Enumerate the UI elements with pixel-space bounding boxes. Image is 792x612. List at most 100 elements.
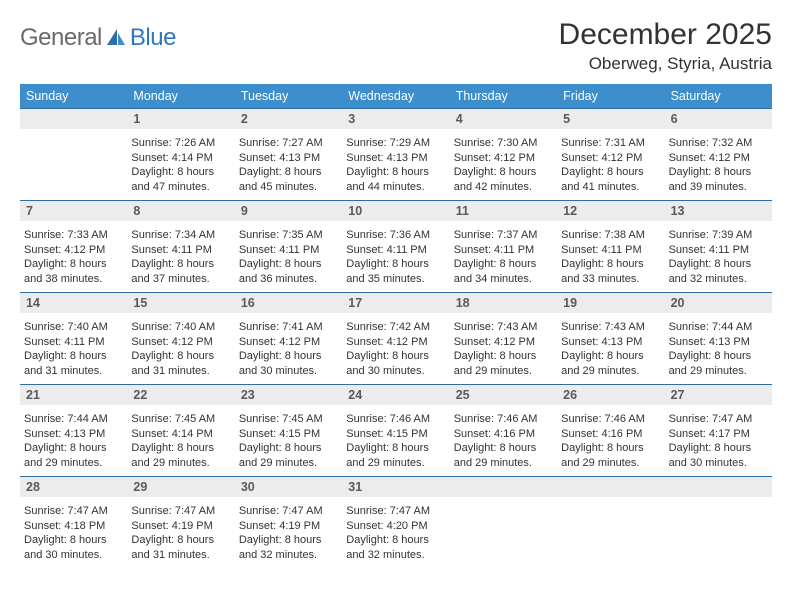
day-cell: Sunrise: 7:33 AMSunset: 4:12 PMDaylight:…: [20, 225, 127, 292]
sunset-text: Sunset: 4:19 PM: [239, 519, 338, 534]
sunset-text: Sunset: 4:20 PM: [346, 519, 445, 534]
sunrise-text: Sunrise: 7:45 AM: [239, 412, 338, 427]
day-of-week-header: Sunday Monday Tuesday Wednesday Thursday…: [20, 84, 772, 108]
daylight-text: Daylight: 8 hours and 37 minutes.: [131, 257, 230, 286]
sunrise-text: Sunrise: 7:40 AM: [131, 320, 230, 335]
week-daynum-row: 123456: [20, 108, 772, 133]
sunset-text: Sunset: 4:13 PM: [239, 151, 338, 166]
sunrise-text: Sunrise: 7:47 AM: [346, 504, 445, 519]
day-cell: Sunrise: 7:46 AMSunset: 4:16 PMDaylight:…: [557, 409, 664, 476]
day-number: 31: [342, 476, 449, 497]
day-number: 5: [557, 108, 664, 129]
daylight-text: Daylight: 8 hours and 41 minutes.: [561, 165, 660, 194]
sunset-text: Sunset: 4:11 PM: [454, 243, 553, 258]
day-number: 10: [342, 200, 449, 221]
sunrise-text: Sunrise: 7:32 AM: [669, 136, 768, 151]
logo-text-general: General: [20, 24, 102, 52]
day-cell: Sunrise: 7:46 AMSunset: 4:15 PMDaylight:…: [342, 409, 449, 476]
week-content-row: Sunrise: 7:40 AMSunset: 4:11 PMDaylight:…: [20, 317, 772, 384]
week-content-row: Sunrise: 7:26 AMSunset: 4:14 PMDaylight:…: [20, 133, 772, 200]
daylight-text: Daylight: 8 hours and 29 minutes.: [346, 441, 445, 470]
day-number: 6: [665, 108, 772, 129]
sunrise-text: Sunrise: 7:36 AM: [346, 228, 445, 243]
dow-monday: Monday: [127, 84, 234, 108]
day-cell: Sunrise: 7:40 AMSunset: 4:11 PMDaylight:…: [20, 317, 127, 384]
week-daynum-row: 14151617181920: [20, 292, 772, 317]
day-cell: Sunrise: 7:45 AMSunset: 4:14 PMDaylight:…: [127, 409, 234, 476]
sunset-text: Sunset: 4:19 PM: [131, 519, 230, 534]
sunrise-text: Sunrise: 7:47 AM: [669, 412, 768, 427]
day-number: 13: [665, 200, 772, 221]
day-number: 8: [127, 200, 234, 221]
day-cell: Sunrise: 7:39 AMSunset: 4:11 PMDaylight:…: [665, 225, 772, 292]
day-number: 25: [450, 384, 557, 405]
day-number: [665, 476, 772, 497]
sunrise-text: Sunrise: 7:38 AM: [561, 228, 660, 243]
day-number: 28: [20, 476, 127, 497]
daylight-text: Daylight: 8 hours and 42 minutes.: [454, 165, 553, 194]
daylight-text: Daylight: 8 hours and 31 minutes.: [131, 349, 230, 378]
day-cell: Sunrise: 7:32 AMSunset: 4:12 PMDaylight:…: [665, 133, 772, 200]
day-number: 14: [20, 292, 127, 313]
sunrise-text: Sunrise: 7:47 AM: [131, 504, 230, 519]
daylight-text: Daylight: 8 hours and 32 minutes.: [239, 533, 338, 562]
sunrise-text: Sunrise: 7:35 AM: [239, 228, 338, 243]
day-number: [450, 476, 557, 497]
sunset-text: Sunset: 4:12 PM: [561, 151, 660, 166]
sunrise-text: Sunrise: 7:41 AM: [239, 320, 338, 335]
daylight-text: Daylight: 8 hours and 36 minutes.: [239, 257, 338, 286]
sunrise-text: Sunrise: 7:26 AM: [131, 136, 230, 151]
sunrise-text: Sunrise: 7:31 AM: [561, 136, 660, 151]
sunset-text: Sunset: 4:13 PM: [24, 427, 123, 442]
day-cell: [20, 133, 127, 200]
day-cell: Sunrise: 7:42 AMSunset: 4:12 PMDaylight:…: [342, 317, 449, 384]
sunrise-text: Sunrise: 7:40 AM: [24, 320, 123, 335]
daylight-text: Daylight: 8 hours and 39 minutes.: [669, 165, 768, 194]
sunset-text: Sunset: 4:12 PM: [346, 335, 445, 350]
day-number: 30: [235, 476, 342, 497]
sunset-text: Sunset: 4:12 PM: [24, 243, 123, 258]
title-block: December 2025 Oberweg, Styria, Austria: [559, 18, 772, 74]
sunrise-text: Sunrise: 7:43 AM: [561, 320, 660, 335]
day-cell: Sunrise: 7:29 AMSunset: 4:13 PMDaylight:…: [342, 133, 449, 200]
sunset-text: Sunset: 4:13 PM: [561, 335, 660, 350]
sunrise-text: Sunrise: 7:46 AM: [346, 412, 445, 427]
day-number: 23: [235, 384, 342, 405]
sunset-text: Sunset: 4:11 PM: [346, 243, 445, 258]
day-number: 17: [342, 292, 449, 313]
sunrise-text: Sunrise: 7:34 AM: [131, 228, 230, 243]
dow-saturday: Saturday: [665, 84, 772, 108]
location-subtitle: Oberweg, Styria, Austria: [559, 54, 772, 74]
day-number: [20, 108, 127, 129]
day-cell: Sunrise: 7:43 AMSunset: 4:12 PMDaylight:…: [450, 317, 557, 384]
day-number: 22: [127, 384, 234, 405]
sunset-text: Sunset: 4:11 PM: [561, 243, 660, 258]
sunrise-text: Sunrise: 7:46 AM: [561, 412, 660, 427]
daylight-text: Daylight: 8 hours and 32 minutes.: [346, 533, 445, 562]
day-number: 7: [20, 200, 127, 221]
day-number: 20: [665, 292, 772, 313]
sunrise-text: Sunrise: 7:37 AM: [454, 228, 553, 243]
page-header: General Blue December 2025 Oberweg, Styr…: [20, 18, 772, 74]
day-cell: [557, 501, 664, 568]
daylight-text: Daylight: 8 hours and 30 minutes.: [24, 533, 123, 562]
day-cell: Sunrise: 7:31 AMSunset: 4:12 PMDaylight:…: [557, 133, 664, 200]
sunset-text: Sunset: 4:11 PM: [24, 335, 123, 350]
sunset-text: Sunset: 4:12 PM: [454, 335, 553, 350]
daylight-text: Daylight: 8 hours and 45 minutes.: [239, 165, 338, 194]
sunset-text: Sunset: 4:12 PM: [131, 335, 230, 350]
day-number: 19: [557, 292, 664, 313]
sunset-text: Sunset: 4:12 PM: [669, 151, 768, 166]
sunrise-text: Sunrise: 7:47 AM: [24, 504, 123, 519]
daylight-text: Daylight: 8 hours and 38 minutes.: [24, 257, 123, 286]
sunrise-text: Sunrise: 7:44 AM: [24, 412, 123, 427]
dow-tuesday: Tuesday: [235, 84, 342, 108]
daylight-text: Daylight: 8 hours and 29 minutes.: [561, 441, 660, 470]
sunset-text: Sunset: 4:14 PM: [131, 427, 230, 442]
day-cell: Sunrise: 7:47 AMSunset: 4:19 PMDaylight:…: [235, 501, 342, 568]
sunrise-text: Sunrise: 7:39 AM: [669, 228, 768, 243]
day-number: 26: [557, 384, 664, 405]
daylight-text: Daylight: 8 hours and 31 minutes.: [24, 349, 123, 378]
week-content-row: Sunrise: 7:47 AMSunset: 4:18 PMDaylight:…: [20, 501, 772, 568]
dow-wednesday: Wednesday: [342, 84, 449, 108]
